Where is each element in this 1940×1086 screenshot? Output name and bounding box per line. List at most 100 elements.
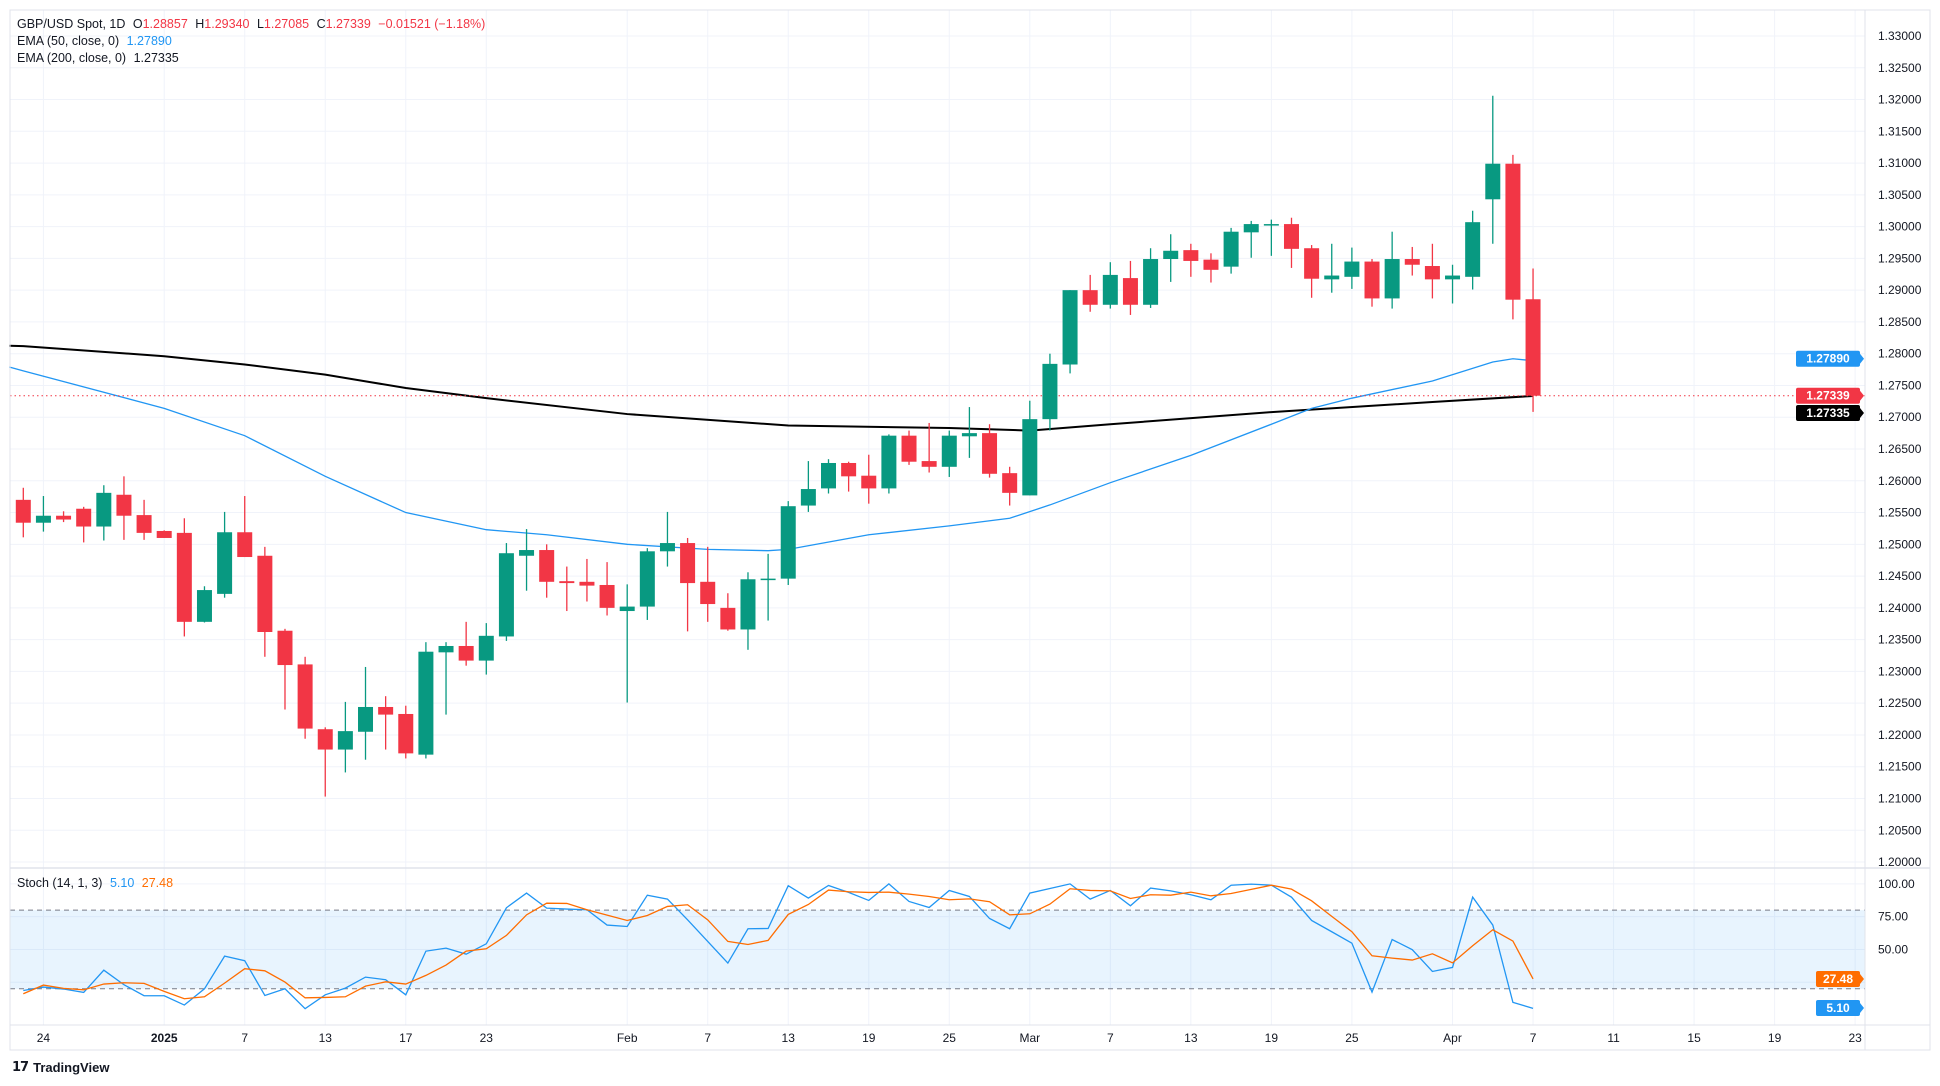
candle-body (961, 433, 977, 437)
candle-body (1465, 222, 1481, 277)
candle (680, 537, 696, 632)
candle-body (498, 553, 514, 637)
candle-body (1183, 250, 1199, 261)
candle (1002, 466, 1018, 506)
time-tick-label: 13 (782, 1031, 796, 1045)
symbol-title[interactable]: GBP/USD Spot, 1D (17, 17, 126, 31)
price-badge-label: 1.27339 (1806, 389, 1850, 403)
candle-body (1002, 473, 1018, 493)
candle (800, 461, 816, 512)
ema50-value: 1.27890 (126, 34, 172, 48)
candle-body (982, 433, 998, 474)
price-tick-label: 1.21000 (1878, 791, 1922, 805)
price-tick-label: 1.33000 (1878, 29, 1922, 43)
candle (1424, 243, 1440, 299)
candle-body (1102, 274, 1118, 305)
candle-body (1485, 163, 1501, 200)
stoch-band-fill (10, 910, 1865, 989)
time-tick-label: 23 (1848, 1031, 1862, 1045)
time-tick-label: 25 (1345, 1031, 1359, 1045)
candle (1384, 231, 1400, 309)
time-tick-label: 2025 (151, 1031, 178, 1045)
ema50-path (9, 358, 1534, 552)
stoch-legend[interactable]: Stoch (14, 1, 3) 5.10 27.48 (17, 875, 177, 891)
price-tick-label: 1.20000 (1878, 855, 1922, 869)
price-tick-label: 1.30500 (1878, 188, 1922, 202)
stoch-badge-pointer (1860, 973, 1864, 984)
candle-body (740, 579, 756, 630)
candle (780, 501, 796, 585)
candle-body (680, 543, 696, 584)
ohlc-low: L1.27085 (256, 17, 310, 31)
candle (35, 496, 51, 532)
price-legend: GBP/USD Spot, 1D O1.28857 H1.29340 L1.27… (17, 16, 489, 32)
candle (15, 487, 31, 538)
candle-body (1082, 290, 1098, 305)
candle (1505, 154, 1521, 320)
candle-body (176, 532, 192, 622)
candle-body (720, 607, 736, 630)
candle-body (901, 435, 917, 462)
ema50-line (9, 358, 1534, 552)
frame (9, 9, 1931, 1051)
stoch-k-line (23, 883, 1534, 1010)
candle (1263, 219, 1279, 256)
candle-body (136, 515, 152, 533)
stoch-badge-pointer (1860, 1003, 1864, 1013)
ema200-line (9, 344, 1534, 432)
stoch-badge (1816, 970, 1860, 987)
candle-body (1304, 248, 1320, 279)
candle (1183, 243, 1199, 277)
candle (1223, 227, 1239, 274)
candle-body (1283, 224, 1299, 249)
ema200-label: EMA (200, close, 0) (17, 51, 127, 65)
price-tick-label: 1.27000 (1878, 410, 1922, 424)
ema50-label: EMA (50, close, 0) (17, 34, 120, 48)
price-tick-label: 1.23500 (1878, 633, 1922, 647)
tradingview-logo[interactable]: 𝟭𝟳 TradingView (12, 1059, 109, 1075)
candle-body (1062, 290, 1078, 365)
candle (740, 572, 756, 650)
candle-body (861, 475, 877, 489)
axes[interactable]: 1.33000 1.32500 1.32000 1.31500 1.31000 1.305… (37, 29, 1922, 1045)
stoch-badge (1816, 1000, 1860, 1016)
price-tick-label: 1.24000 (1878, 601, 1922, 615)
candle (659, 511, 675, 567)
candle (96, 485, 112, 541)
candle (478, 623, 494, 675)
candle-body (35, 515, 51, 523)
candle-body (196, 590, 212, 622)
candle (378, 696, 394, 750)
candle (921, 422, 937, 473)
candle (619, 584, 635, 703)
candle-body (941, 435, 957, 467)
candle (519, 529, 535, 591)
price-change: −0.01521 (−1.18%) (378, 17, 486, 31)
stoch-d-line (23, 884, 1534, 1000)
candle (277, 628, 293, 710)
candle-body (539, 550, 555, 582)
price-tick-label: 1.30000 (1878, 220, 1922, 234)
price-tick-label: 1.29500 (1878, 251, 1922, 265)
time-tick-label: 15 (1687, 1031, 1701, 1045)
candle-body (1042, 363, 1058, 420)
stoch-overbought-oversold-band (10, 909, 1865, 990)
candle-body (116, 494, 132, 516)
ema200-legend[interactable]: EMA (200, close, 0) 1.27335 (17, 50, 183, 66)
candle (720, 593, 736, 631)
candle-body (1505, 163, 1521, 300)
ema50-legend[interactable]: EMA (50, close, 0) 1.27890 (17, 33, 176, 49)
ema200-path (9, 344, 1534, 432)
candle-body (519, 550, 535, 556)
candle (136, 499, 152, 540)
price-tick-label: 1.20500 (1878, 823, 1922, 837)
candle (1364, 259, 1380, 307)
candle (498, 543, 514, 641)
price-tick-label: 1.27500 (1878, 378, 1922, 392)
candle (901, 430, 917, 465)
candle-body (1203, 259, 1219, 270)
chart-border (9, 9, 1931, 1051)
price-tick-label: 1.28500 (1878, 315, 1922, 329)
candle-body (1243, 224, 1259, 233)
